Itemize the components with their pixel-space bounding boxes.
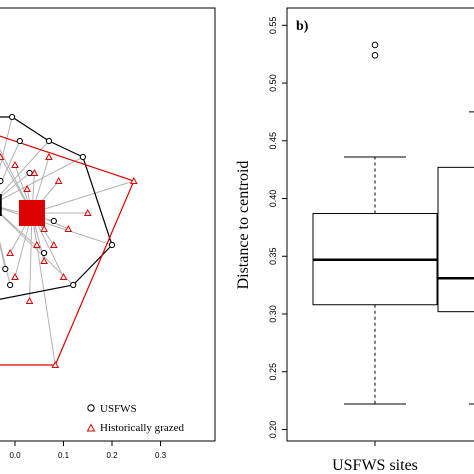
- panel-a: 0.0 0.1 0.2 0.3 USFWS Historically grazed: [0, 7, 216, 460]
- historically-grazed-point: [83, 208, 92, 216]
- usfws-point: [7, 281, 14, 289]
- x-tick-label: 0.2: [106, 451, 118, 460]
- spoke-line: [0, 207, 113, 246]
- historically-grazed-point: [51, 360, 60, 368]
- spoke-line: [31, 180, 134, 214]
- spoke-line: [0, 116, 13, 169]
- panel-a-frame: [0, 7, 216, 442]
- centroid-historically-grazed: [18, 200, 45, 226]
- historically-grazed-point: [32, 240, 41, 248]
- usfws-point: [2, 265, 9, 273]
- panel-b: b) Distance to centroid 0.20 0.25 0.30 0.35…: [235, 7, 474, 474]
- hull-usfws: [0, 116, 113, 300]
- y-tick-label: 0.35: [268, 247, 278, 265]
- panel-b-y-axis: 0.20 0.25 0.30 0.35 0.40 0.45 0.50 0.55: [268, 17, 287, 439]
- historically-grazed-point: [64, 224, 73, 232]
- spoke-line: [0, 140, 21, 186]
- historically-grazed-point: [0, 152, 5, 160]
- historically-grazed-point: [45, 152, 53, 160]
- legend-grazed-label: Historically grazed: [100, 422, 184, 434]
- usfws-point: [16, 137, 23, 145]
- h-box-iqr: [437, 166, 474, 313]
- usfws-point: [26, 169, 33, 177]
- usfws-point: [45, 137, 53, 145]
- panel-b-frame: [286, 7, 474, 442]
- historically-grazed-point: [11, 272, 19, 280]
- usfws-point: [50, 217, 57, 225]
- panel-a-legend: USFWS Historically grazed: [86, 403, 184, 434]
- historically-grazed-point: [49, 240, 58, 248]
- usfws-point: [70, 281, 77, 289]
- usfws-point: [79, 153, 87, 161]
- x-tick-label: 0.0: [9, 451, 21, 460]
- spoke-line: [29, 212, 33, 302]
- legend-usfws-label: USFWS: [100, 403, 137, 415]
- centroid-usfws: [0, 194, 2, 216]
- panel-a-plot: [0, 113, 138, 368]
- y-tick-label: 0.20: [268, 421, 278, 439]
- legend-usfws-marker: [87, 404, 95, 412]
- spoke-line: [0, 243, 6, 270]
- historically-grazed-point: [23, 184, 31, 192]
- panel-a-inner: [0, 113, 138, 368]
- legend-grazed-marker: [86, 423, 96, 432]
- usfws-box-outlier: [371, 52, 379, 59]
- historically-grazed-point: [40, 224, 48, 232]
- y-tick-label: 0.25: [268, 363, 278, 381]
- x-tick-label: 0.1: [58, 451, 70, 460]
- historically-grazed-point: [11, 160, 19, 168]
- usfws-point: [41, 249, 48, 257]
- panel-b-x-axis: USFWS sitesH: [332, 441, 418, 474]
- historically-grazed-point: [54, 176, 63, 184]
- historically-grazed-point: [59, 272, 68, 280]
- usfws-point: [8, 113, 16, 121]
- spoke-line: [0, 213, 74, 286]
- y-tick-label: 0.40: [268, 190, 278, 208]
- spoke-line: [0, 241, 11, 286]
- y-tick-label: 0.50: [268, 74, 278, 92]
- x-category-label: USFWS sites: [332, 457, 418, 474]
- y-tick-label: 0.55: [268, 17, 278, 35]
- panel-a-x-axis: 0.0 0.1 0.2 0.3: [9, 441, 167, 460]
- historically-grazed-point: [129, 176, 138, 184]
- panel-b-label: b): [296, 19, 309, 34]
- panel-b-boxes: [312, 41, 474, 405]
- panel-b-y-axis-label: Distance to centroid: [235, 161, 252, 290]
- historically-grazed-point: [40, 256, 48, 264]
- usfws-point: [108, 241, 116, 249]
- usfws-point: [0, 177, 4, 185]
- spoke-line: [0, 156, 84, 201]
- usfws-box-outlier: [371, 41, 379, 49]
- historically-grazed-point: [25, 296, 34, 304]
- x-tick-label: 0.3: [155, 451, 167, 460]
- historically-grazed-point: [30, 168, 39, 176]
- spoke-line: [0, 172, 30, 199]
- y-tick-label: 0.45: [268, 132, 278, 150]
- y-tick-label: 0.30: [268, 305, 278, 323]
- historically-grazed-point: [6, 248, 14, 256]
